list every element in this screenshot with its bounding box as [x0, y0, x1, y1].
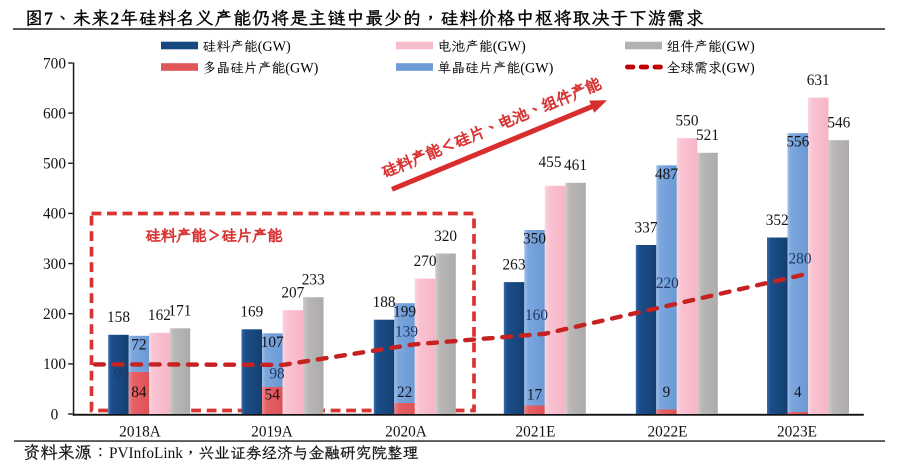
svg-text:600: 600 — [43, 105, 66, 122]
svg-text:500: 500 — [43, 156, 66, 173]
svg-text:337: 337 — [635, 219, 658, 236]
svg-text:220: 220 — [656, 275, 679, 292]
svg-text:280: 280 — [789, 250, 812, 267]
svg-text:(GW): (GW) — [493, 39, 526, 55]
svg-text:546: 546 — [827, 115, 850, 132]
svg-text:PVInfoLink: PVInfoLink — [109, 445, 183, 462]
svg-text:487: 487 — [655, 166, 678, 183]
svg-text:160: 160 — [525, 307, 548, 324]
svg-text:200: 200 — [43, 306, 66, 323]
svg-text:84: 84 — [131, 384, 147, 401]
svg-text:98: 98 — [269, 365, 285, 382]
svg-text:320: 320 — [434, 228, 457, 245]
svg-text:700: 700 — [43, 55, 66, 72]
svg-text:(GW): (GW) — [722, 60, 755, 76]
svg-text:(GW): (GW) — [722, 39, 755, 55]
svg-text:(GW): (GW) — [258, 39, 291, 55]
svg-text:169: 169 — [240, 304, 263, 321]
svg-text:352: 352 — [766, 212, 789, 229]
svg-text:7: 7 — [44, 8, 53, 28]
svg-text:54: 54 — [265, 387, 281, 404]
svg-text:162: 162 — [148, 307, 171, 324]
svg-text:350: 350 — [523, 231, 546, 248]
svg-text:300: 300 — [43, 256, 66, 273]
svg-text:2018A: 2018A — [119, 424, 161, 441]
svg-text:199: 199 — [393, 304, 416, 321]
svg-text:2020A: 2020A — [385, 424, 427, 441]
svg-text:2023E: 2023E — [777, 424, 817, 441]
svg-text:72: 72 — [131, 336, 146, 353]
svg-text:550: 550 — [676, 113, 699, 130]
svg-text:188: 188 — [373, 294, 396, 311]
svg-text:270: 270 — [414, 253, 437, 270]
svg-text:107: 107 — [261, 334, 284, 351]
svg-text:(GW): (GW) — [520, 60, 553, 76]
svg-text:521: 521 — [696, 127, 719, 144]
svg-text:100: 100 — [43, 356, 66, 373]
svg-text:2: 2 — [110, 8, 119, 28]
svg-text:631: 631 — [807, 72, 830, 89]
svg-text:2022E: 2022E — [648, 424, 688, 441]
svg-text:556: 556 — [786, 134, 809, 151]
svg-text:158: 158 — [107, 309, 130, 326]
svg-text:0: 0 — [51, 406, 59, 423]
svg-text:400: 400 — [43, 206, 66, 223]
svg-text:4: 4 — [794, 384, 802, 401]
svg-text:99: 99 — [114, 366, 130, 383]
svg-text:2019A: 2019A — [251, 424, 293, 441]
svg-text:17: 17 — [527, 387, 543, 404]
svg-text:(GW): (GW) — [285, 60, 318, 76]
svg-text:2021E: 2021E — [516, 424, 556, 441]
svg-text:207: 207 — [281, 285, 304, 302]
svg-text:233: 233 — [302, 272, 325, 289]
svg-text:22: 22 — [397, 384, 412, 401]
svg-text:9: 9 — [663, 384, 671, 401]
svg-text:455: 455 — [539, 154, 562, 171]
svg-text:461: 461 — [564, 157, 587, 174]
svg-text:171: 171 — [168, 303, 191, 320]
svg-text:263: 263 — [503, 256, 526, 273]
svg-text:139: 139 — [395, 324, 418, 341]
